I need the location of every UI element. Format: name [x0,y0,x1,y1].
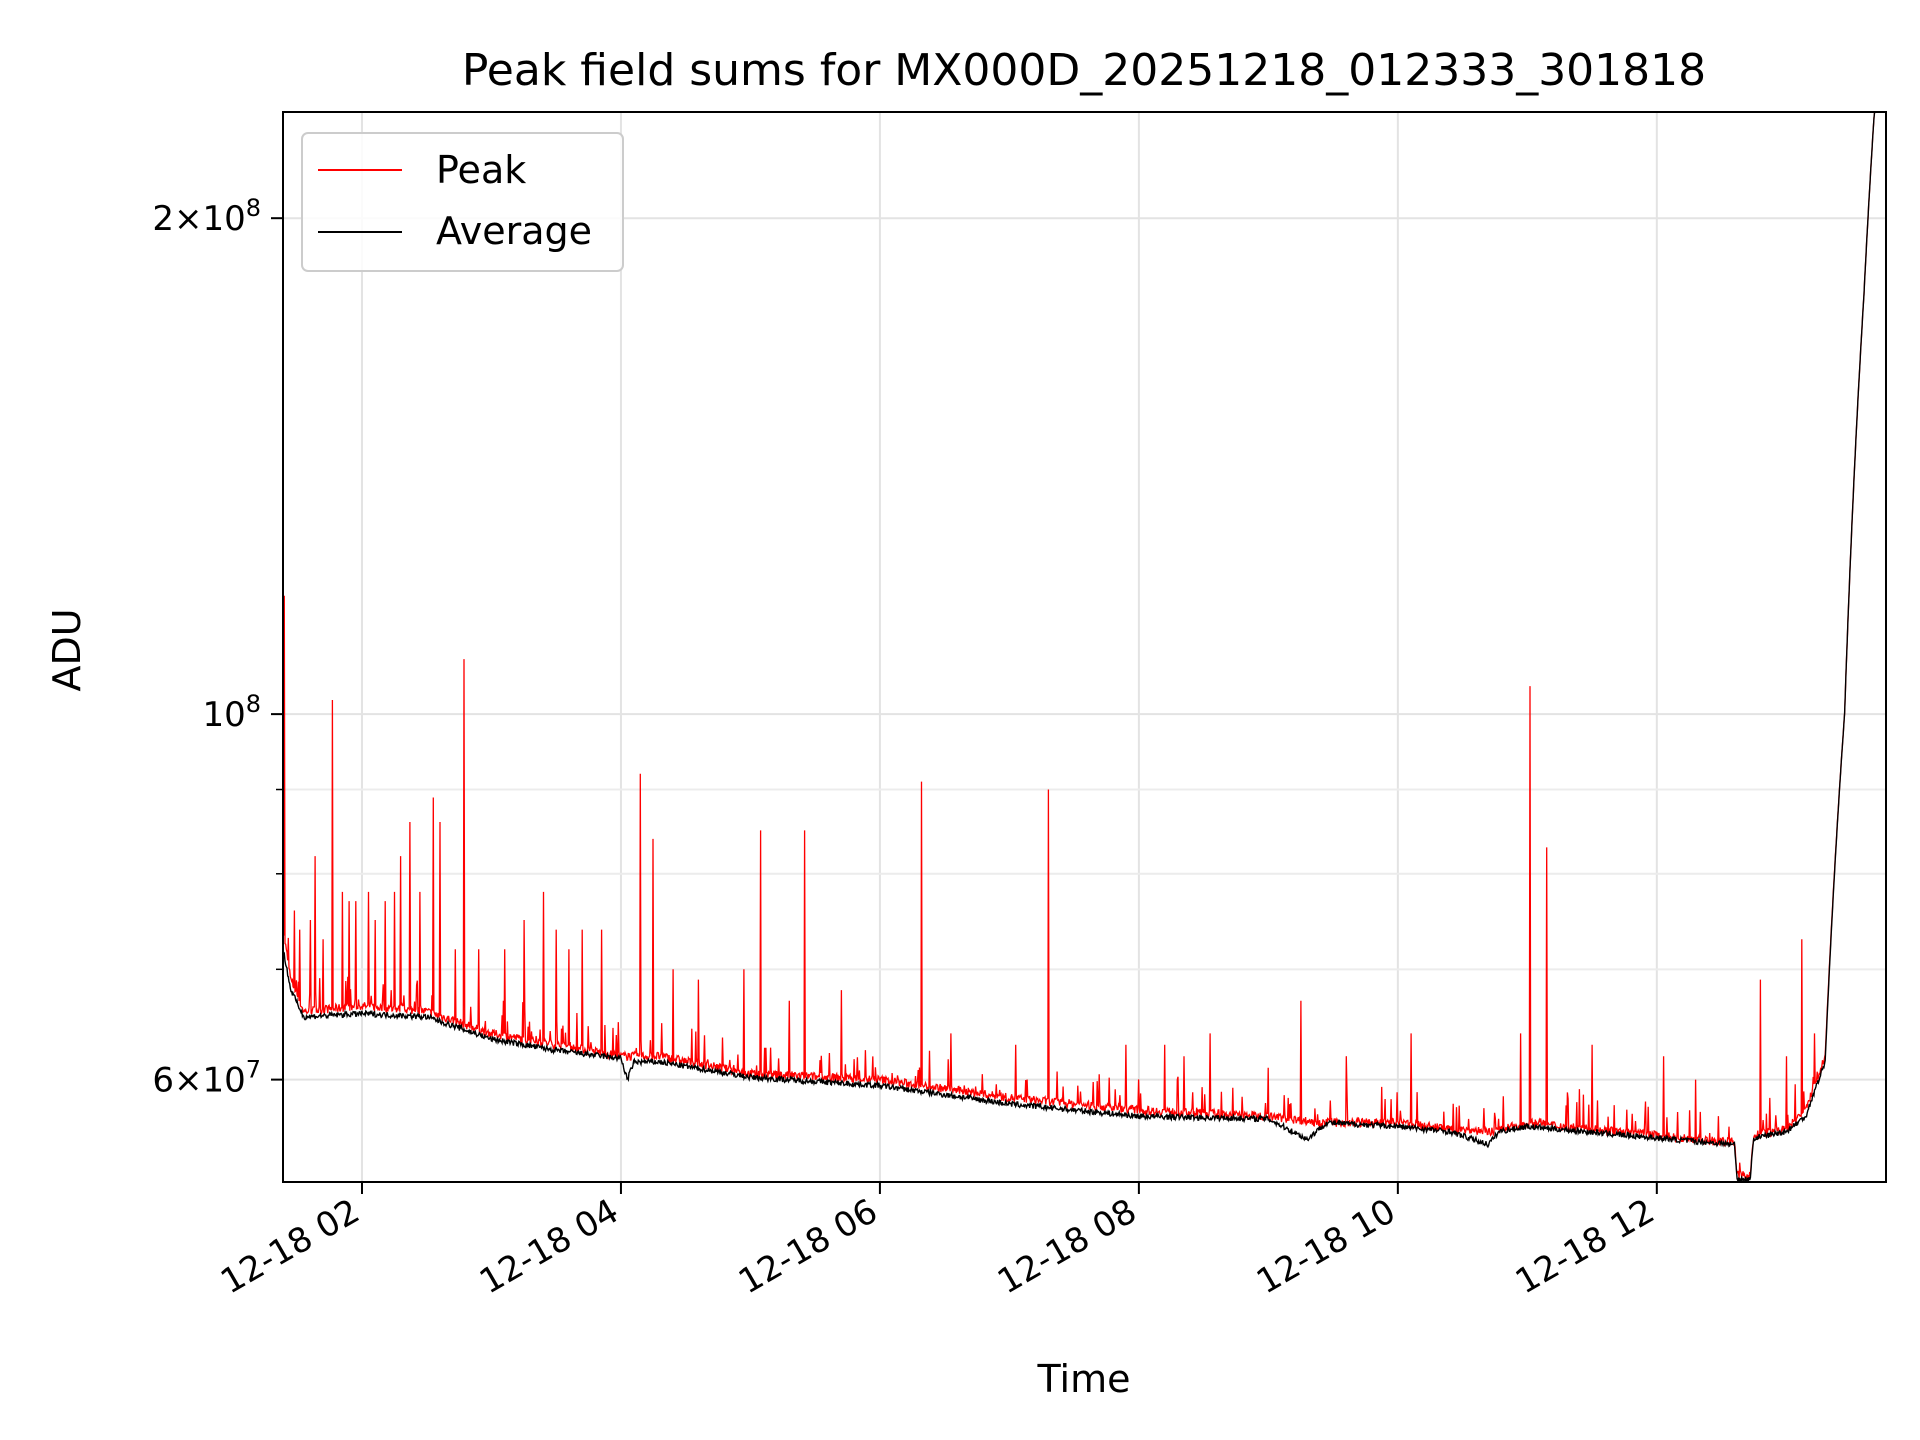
legend-box [301,132,624,272]
y-tick-label-0: 6×107 [152,1056,261,1101]
series-peak-line [283,112,1886,1181]
legend-average-label: Average [436,209,592,253]
x-axis-label: Time [1037,1357,1131,1401]
legend: Peak Average [301,132,624,272]
chart-title: Peak field sums for MX000D_20251218_0123… [462,45,1706,96]
legend-peak-label: Peak [436,148,526,192]
y-tick-label-1: 108 [202,690,261,735]
series-average-line [283,112,1886,1182]
y-axis-label: ADU [45,608,89,691]
y-tick-label-2: 2×108 [152,194,261,239]
plot-series [283,112,1886,1182]
plot-frame [282,111,1887,1183]
